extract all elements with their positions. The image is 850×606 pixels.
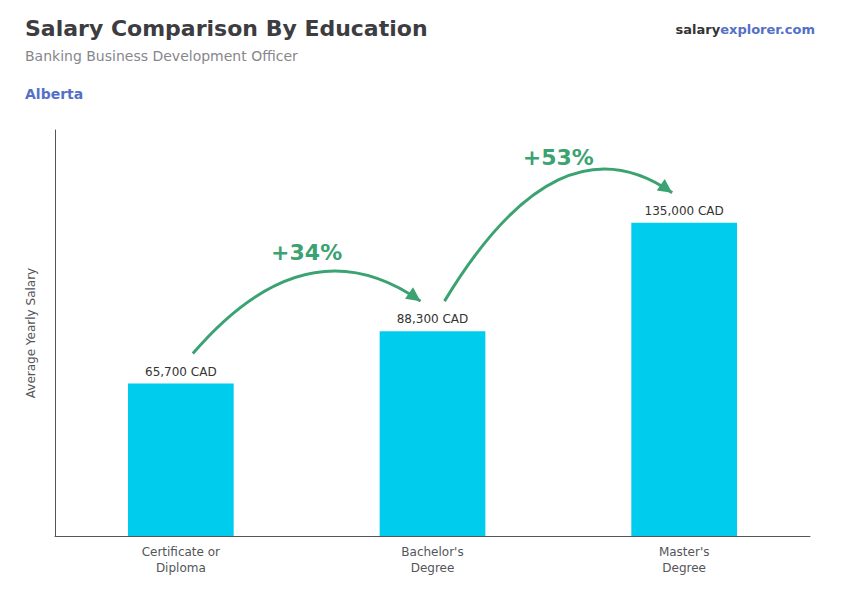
svg-text:Certificate or: Certificate or — [142, 545, 220, 559]
svg-text:Salary Comparison By Education: Salary Comparison By Education — [25, 16, 428, 41]
svg-text:salary: salary — [676, 22, 721, 37]
svg-text:135,000 CAD: 135,000 CAD — [645, 204, 724, 218]
svg-text:88,300 CAD: 88,300 CAD — [397, 312, 469, 326]
svg-text:65,700 CAD: 65,700 CAD — [145, 365, 217, 379]
svg-text:+53%: +53% — [523, 145, 594, 170]
svg-text:+34%: +34% — [271, 240, 342, 265]
svg-text:explorer.com: explorer.com — [720, 22, 815, 37]
svg-text:Diploma: Diploma — [156, 561, 206, 575]
svg-text:Degree: Degree — [411, 561, 455, 575]
svg-text:Average Yearly Salary: Average Yearly Salary — [24, 268, 38, 398]
svg-text:Degree: Degree — [662, 561, 706, 575]
svg-text:Master's: Master's — [659, 545, 710, 559]
svg-text:Alberta: Alberta — [25, 86, 83, 102]
svg-text:Bachelor's: Bachelor's — [401, 545, 463, 559]
svg-text:Banking Business Development O: Banking Business Development Officer — [25, 48, 298, 64]
